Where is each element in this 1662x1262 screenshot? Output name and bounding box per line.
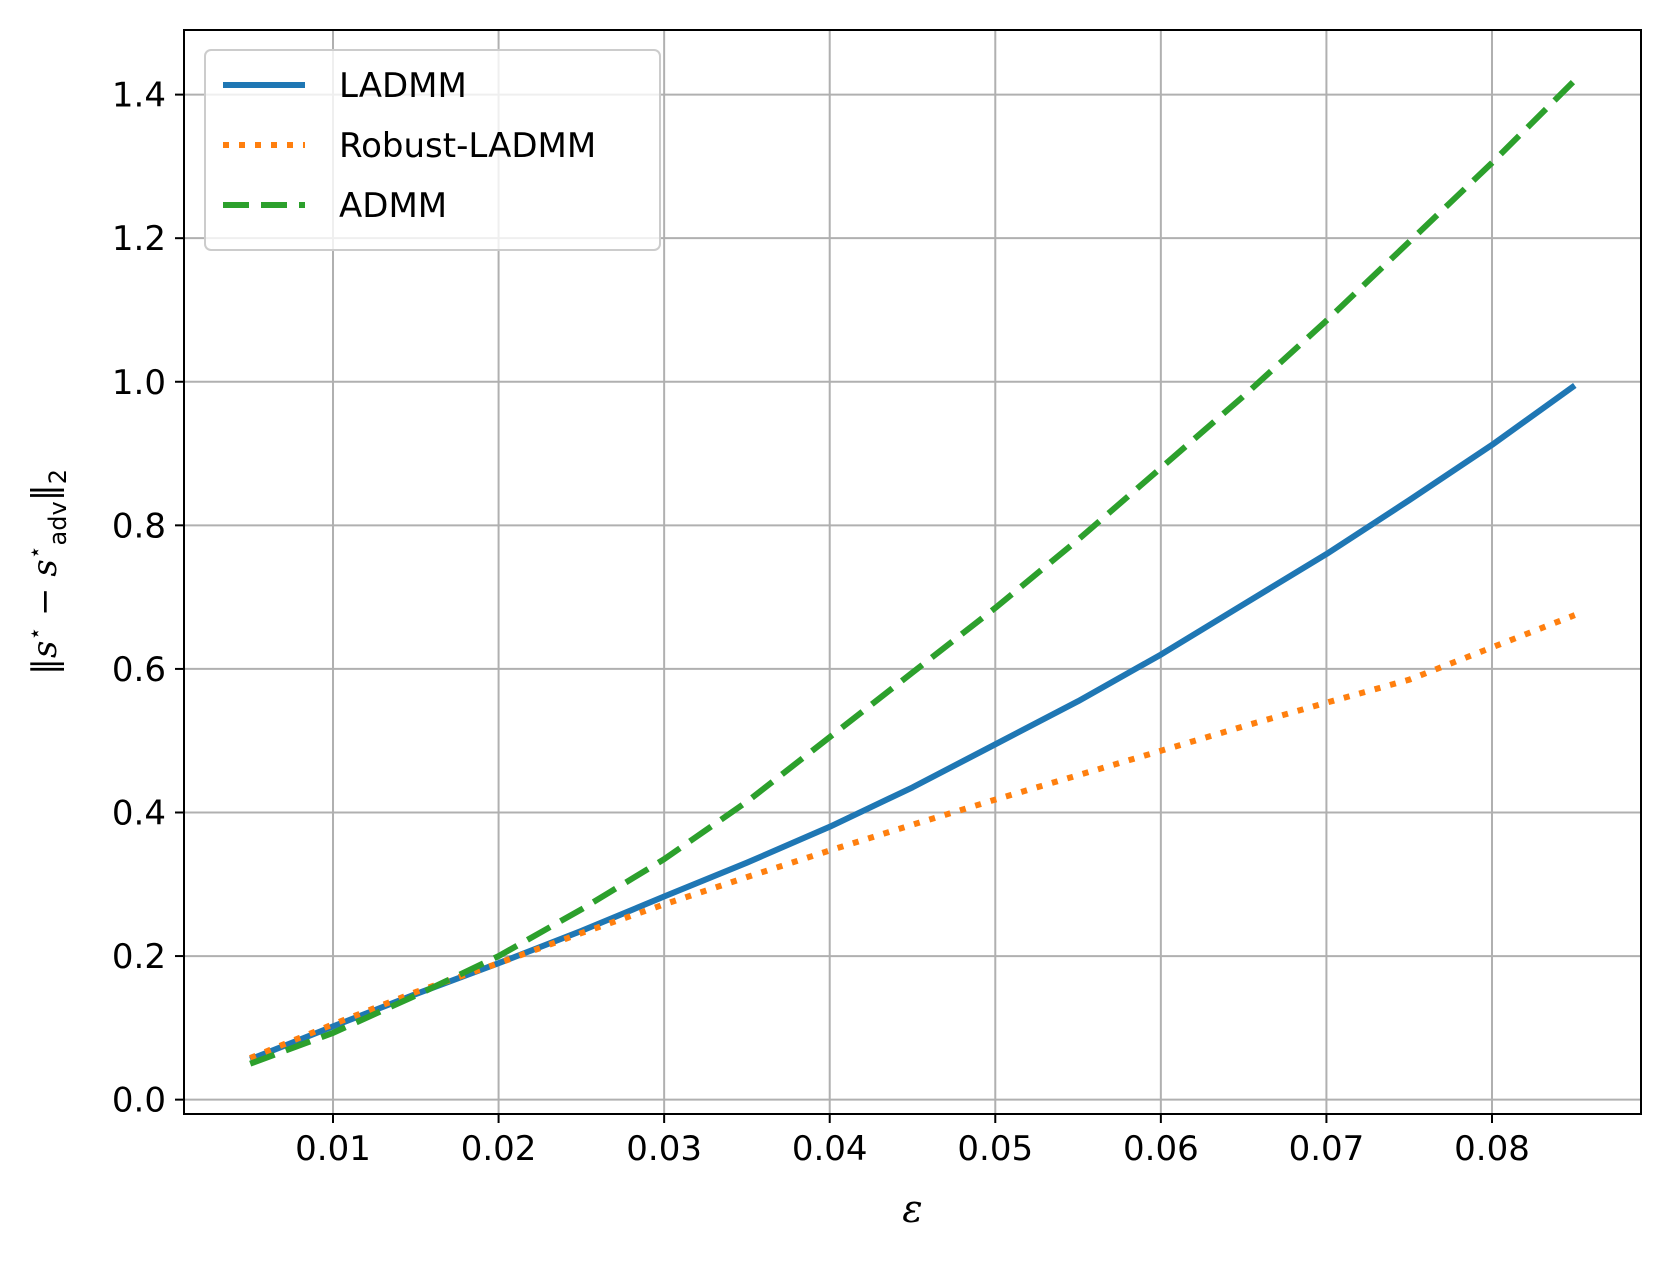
legend-label-ladmm: LADMM [339,66,467,106]
y-label-star2: ⋆ [23,545,48,559]
y-tick-label: 1.0 [112,363,166,403]
legend: LADMM Robust-LADMM ADMM [204,49,661,251]
legend-box [204,49,661,251]
legend-label-admm: ADMM [339,186,447,226]
y-tick-label: 0.8 [112,506,166,546]
plot-frame [183,29,1642,1115]
y-tick-label: 1.2 [112,219,166,259]
y-label-star: ⋆ [23,627,48,641]
y-label-norm-close: ‖ [25,484,65,501]
y-tick-label: 0.2 [112,937,166,977]
grid [184,30,1641,1114]
x-tick-label: 0.02 [461,1129,537,1169]
x-tick-label: 0.05 [957,1129,1033,1169]
y-label-minus: − s [25,559,65,627]
x-tick-label: 0.07 [1289,1129,1365,1169]
series-line-ladmm [249,382,1577,1063]
y-label-sub: adv [44,501,72,545]
x-axis-label: ε [902,1187,922,1231]
x-tick-label: 0.04 [792,1129,868,1169]
y-tick-label: 0.6 [112,650,166,690]
series-line-admm [249,78,1577,1067]
x-tick-label: 0.03 [626,1129,702,1169]
x-tick-label: 0.01 [295,1129,371,1169]
y-tick-label: 0.0 [112,1081,166,1121]
y-tick-label: 1.4 [112,76,166,116]
series-lines [249,78,1577,1067]
y-label-sub2: 2 [44,469,72,484]
x-tick-label: 0.06 [1123,1129,1199,1169]
y-tick-label: 0.4 [112,793,166,833]
axis-ticks: 0.01 0.02 0.03 0.04 0.05 0.06 0.07 0.08 0.0 0.2 0.… [112,76,1530,1169]
x-tick-label: 0.08 [1454,1129,1530,1169]
legend-label-robust-ladmm: Robust-LADMM [339,126,596,166]
y-axis-label: ‖s⋆ − s⋆adv‖2 [23,469,72,675]
y-label-norm-open: ‖s [25,641,65,675]
